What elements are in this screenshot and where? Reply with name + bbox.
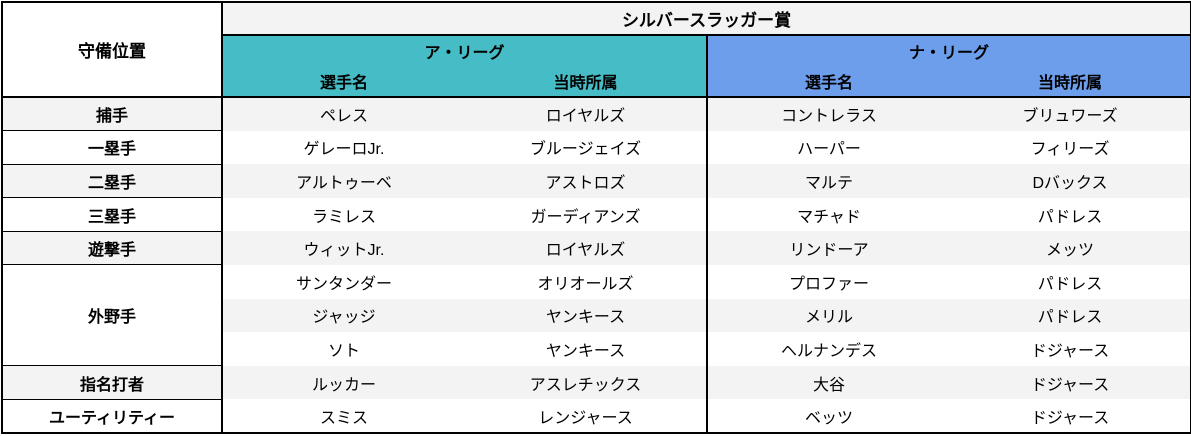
cell-al-player: サンタンダー xyxy=(222,264,465,299)
table-row: 一塁手 ゲレーロJr. ブルージェイズ ハーパー フィリーズ xyxy=(2,130,1191,165)
cell-al-player: スミス xyxy=(222,399,465,433)
cell-al-team: ヤンキース xyxy=(465,332,708,366)
cell-al-team: ロイヤルズ xyxy=(465,231,708,265)
table-row: ジャッジ ヤンキース メリル パドレス xyxy=(2,298,1191,333)
cell-nl-player: プロファー xyxy=(707,264,950,299)
cell-al-team: アスレチックス xyxy=(465,365,708,400)
position-column-header: 守備位置 xyxy=(2,2,223,98)
cell-nl-player: ベッツ xyxy=(707,399,950,433)
cell-al-team: ガーディアンズ xyxy=(465,197,708,232)
cell-al-player: ラミレス xyxy=(222,197,465,232)
cell-position: ユーティリティー xyxy=(2,399,223,433)
col-header-al-team: 当時所属 xyxy=(465,65,708,98)
table-row: 三塁手 ラミレス ガーディアンズ マチャド パドレス xyxy=(2,197,1191,232)
cell-position-outfield-merged: 外野手 xyxy=(2,264,223,367)
table-row: 指名打者 ルッカー アスレチックス 大谷 ドジャース xyxy=(2,365,1191,400)
cell-nl-player: ハーパー xyxy=(707,130,950,165)
cell-al-team: ヤンキース xyxy=(465,298,708,333)
cell-nl-team: パドレス xyxy=(950,197,1191,232)
cell-al-player: ゲレーロJr. xyxy=(222,130,465,165)
league-header-al: ア・リーグ xyxy=(222,35,708,65)
cell-al-team: オリオールズ xyxy=(465,264,708,299)
cell-al-player: ルッカー xyxy=(222,365,465,400)
cell-al-team: ブルージェイズ xyxy=(465,130,708,165)
cell-al-player: ペレス xyxy=(222,97,465,131)
cell-nl-team: ドジャース xyxy=(950,365,1191,400)
cell-al-team: アストロズ xyxy=(465,164,708,198)
cell-al-player: アルトゥーベ xyxy=(222,164,465,198)
cell-nl-player: コントレラス xyxy=(707,97,950,131)
cell-al-player: ジャッジ xyxy=(222,298,465,333)
cell-al-team: ロイヤルズ xyxy=(465,97,708,131)
cell-position: 指名打者 xyxy=(2,365,223,400)
cell-nl-team: ドジャース xyxy=(950,332,1191,366)
cell-nl-team: パドレス xyxy=(950,298,1191,333)
col-header-nl-player: 選手名 xyxy=(707,65,950,98)
cell-position: 三塁手 xyxy=(2,197,223,232)
table-row: 二塁手 アルトゥーベ アストロズ マルテ Dバックス xyxy=(2,164,1191,199)
cell-al-player: ソト xyxy=(222,332,465,366)
cell-al-player: ウィットJr. xyxy=(222,231,465,265)
cell-nl-player: 大谷 xyxy=(707,365,950,400)
cell-nl-team: ドジャース xyxy=(950,399,1191,433)
table-row: ソト ヤンキース ヘルナンデス ドジャース xyxy=(2,332,1191,366)
league-header-nl: ナ・リーグ xyxy=(707,35,1191,65)
cell-position: 遊撃手 xyxy=(2,231,223,266)
cell-nl-player: マルテ xyxy=(707,164,950,198)
table-row: 外野手 サンタンダー オリオールズ プロファー パドレス xyxy=(2,264,1191,367)
cell-nl-player: メリル xyxy=(707,298,950,333)
cell-nl-player: マチャド xyxy=(707,197,950,232)
cell-nl-team: メッツ xyxy=(950,231,1191,265)
cell-position: 二塁手 xyxy=(2,164,223,199)
table-row: 遊撃手 ウィットJr. ロイヤルズ リンドーア メッツ xyxy=(2,231,1191,266)
cell-nl-team: パドレス xyxy=(950,264,1191,299)
col-header-nl-team: 当時所属 xyxy=(950,65,1191,98)
cell-nl-team: ブリュワーズ xyxy=(950,97,1191,131)
cell-position: 一塁手 xyxy=(2,130,223,165)
table-title: シルバースラッガー賞 xyxy=(222,2,1191,36)
col-header-al-player: 選手名 xyxy=(222,65,465,98)
table-row: ユーティリティー スミス レンジャース ベッツ ドジャース xyxy=(2,399,1191,433)
table-row: 捕手 ペレス ロイヤルズ コントレラス ブリュワーズ xyxy=(2,97,1191,132)
cell-position: 捕手 xyxy=(2,97,223,132)
cell-al-team: レンジャース xyxy=(465,399,708,433)
cell-nl-team: Dバックス xyxy=(950,164,1191,198)
cell-nl-team: フィリーズ xyxy=(950,130,1191,165)
cell-nl-player: リンドーア xyxy=(707,231,950,265)
cell-nl-player: ヘルナンデス xyxy=(707,332,950,366)
